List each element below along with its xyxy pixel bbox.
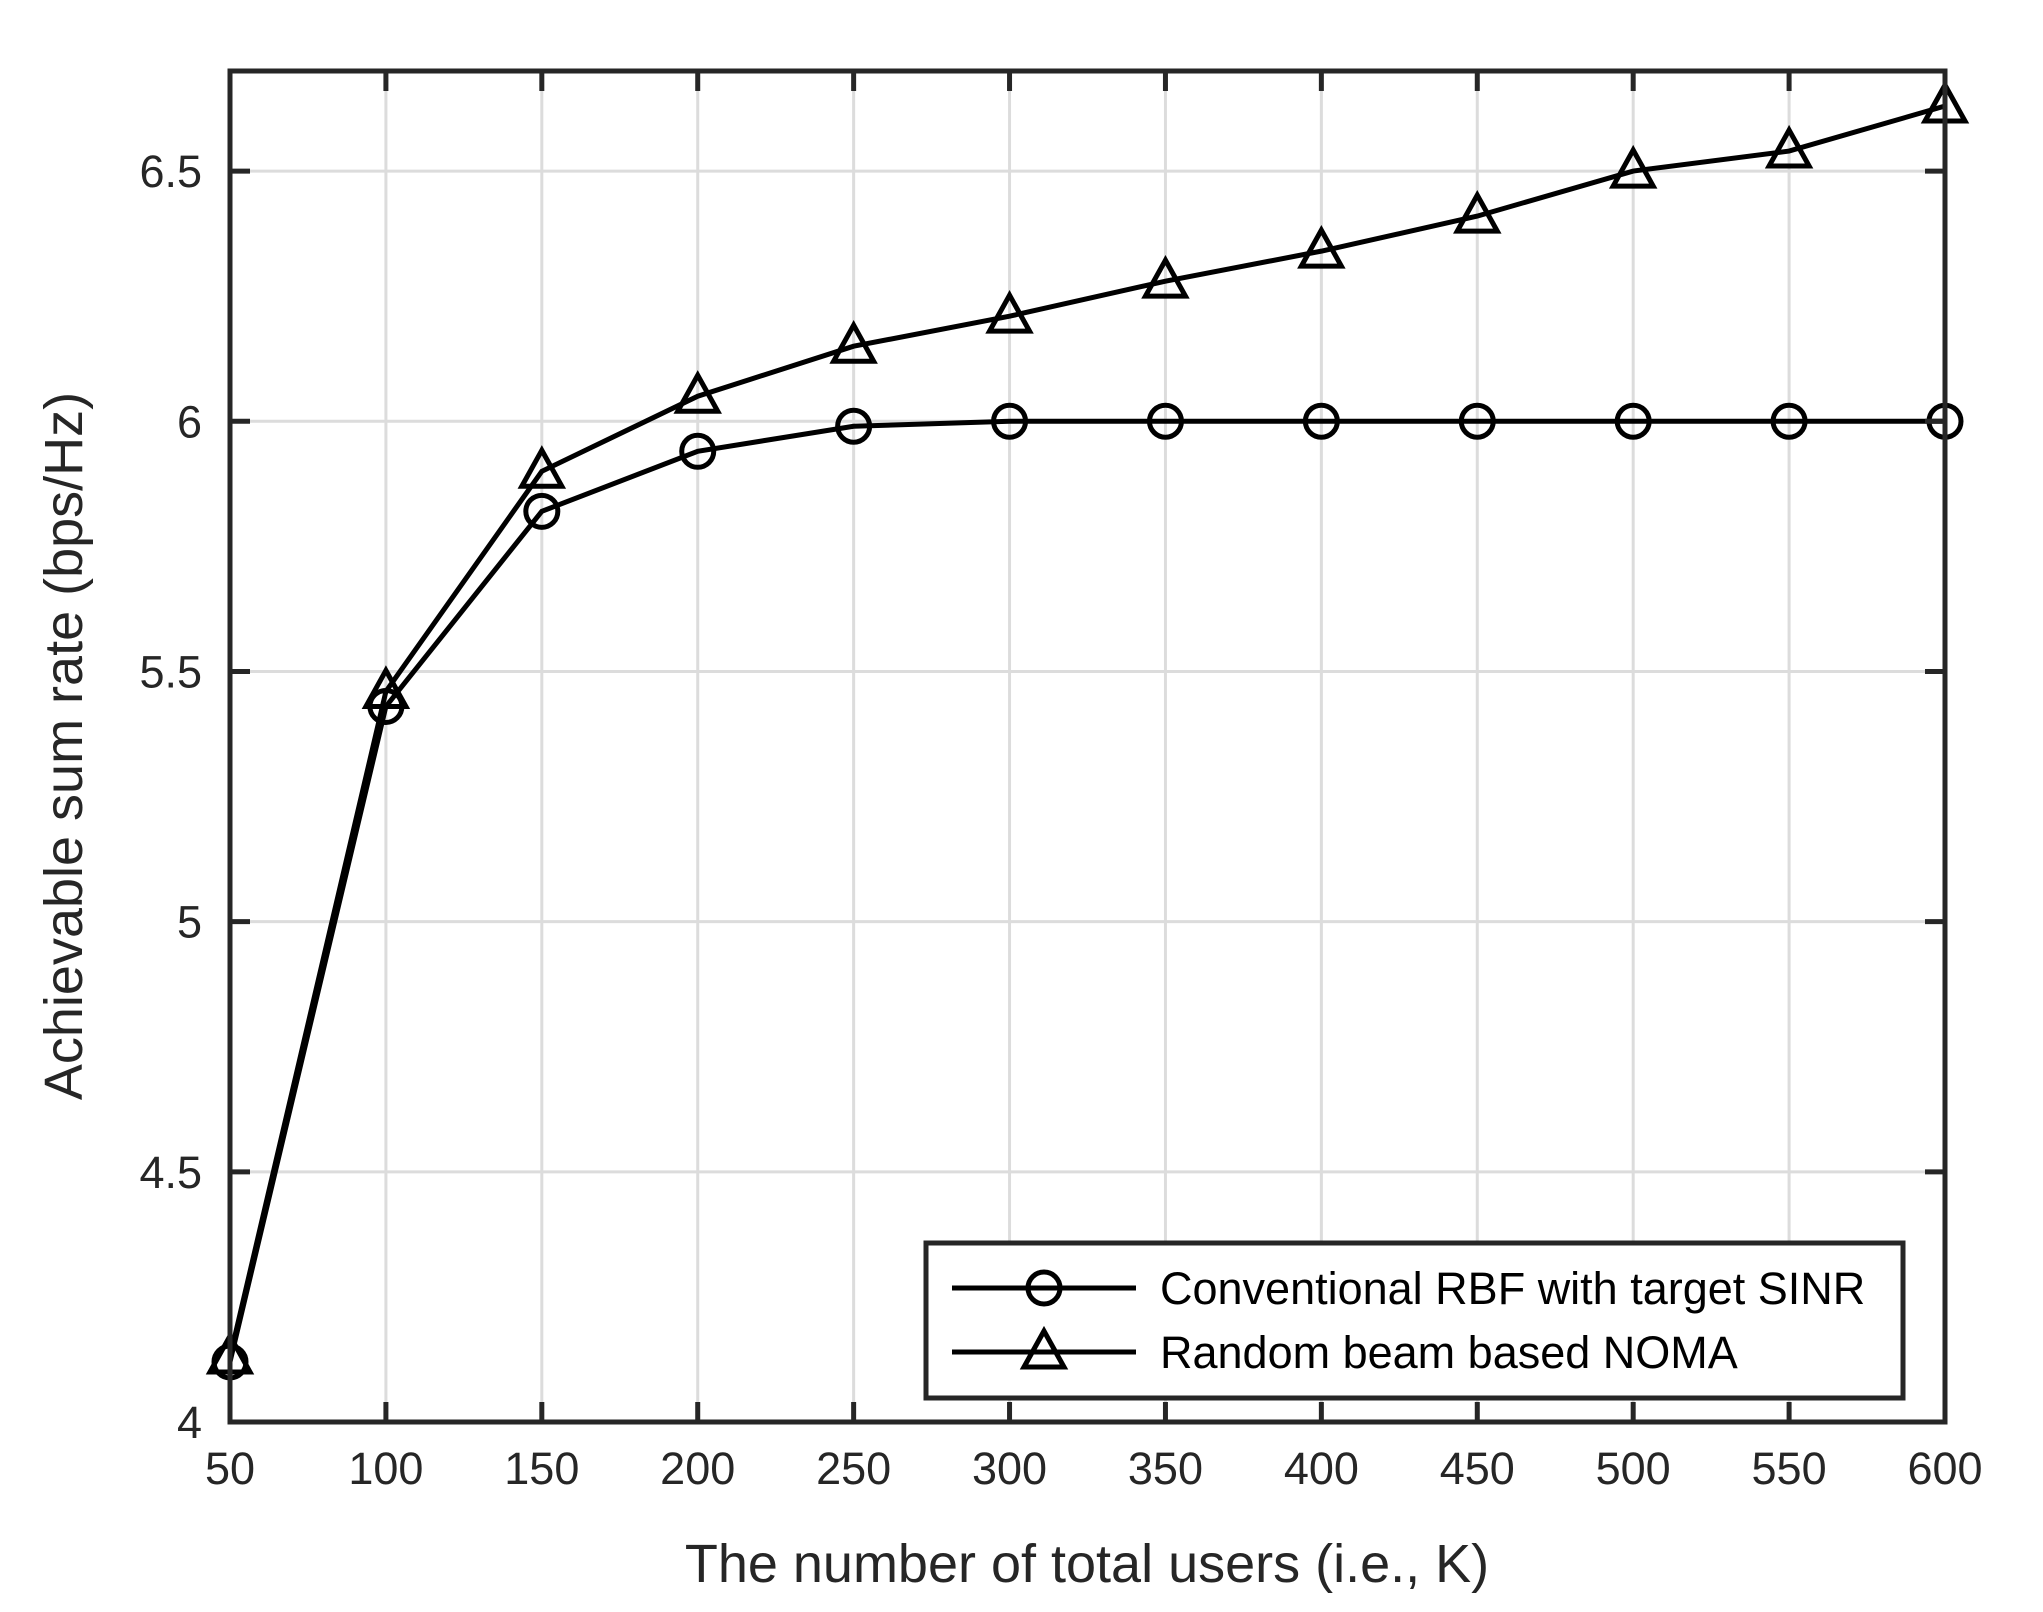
triangle-marker [361, 665, 411, 709]
y-axis-label: Achievable sum rate (bps/Hz) [34, 392, 94, 1100]
circle-marker [523, 492, 561, 530]
circle-marker [835, 407, 873, 445]
plot-border [227, 68, 1948, 1425]
circle-marker [991, 402, 1029, 440]
triangle-marker [985, 290, 1034, 334]
x-tick-label: 500 [1596, 1443, 1671, 1494]
y-tick-label: 5 [177, 897, 202, 948]
y-tick-label: 4 [177, 1397, 202, 1448]
triangle-marker [517, 445, 567, 489]
circle-marker [1025, 1269, 1063, 1307]
y-tick-label: 6.5 [139, 146, 202, 197]
circle-marker [1146, 402, 1184, 440]
legend-box [923, 1240, 1906, 1401]
circle-marker [679, 432, 717, 470]
y-tick-label: 4.5 [139, 1147, 202, 1198]
triangle-marker [1019, 1325, 1069, 1370]
x-tick-label: 600 [1907, 1443, 1982, 1494]
tick-labels: 50 100 150 200 250 300 350 400 450 500 550 600 4 4.5 5… [139, 146, 1982, 1494]
x-tick-label: 200 [660, 1443, 735, 1494]
x-tick-label: 50 [205, 1443, 255, 1494]
triangle-marker [1297, 224, 1346, 269]
triangle-marker [1608, 144, 1658, 189]
legend: Conventional RBF with target SINR Random … [923, 1240, 1906, 1401]
x-axis-label: The number of total users (i.e., K) [685, 1534, 1489, 1594]
x-tick-label: 400 [1284, 1443, 1359, 1494]
legend-entry-label: Random beam based NOMA [1160, 1327, 1738, 1378]
x-tick-label: 100 [348, 1443, 423, 1494]
triangle-marker [1141, 255, 1190, 299]
series-line [227, 418, 1945, 1363]
x-tick-label: 550 [1752, 1443, 1827, 1494]
x-tick-label: 450 [1440, 1443, 1515, 1494]
legend-entry-label: Conventional RBF with target SINR [1160, 1263, 1865, 1314]
circle-marker [1770, 402, 1808, 440]
x-tick-label: 250 [816, 1443, 891, 1494]
triangle-marker [1453, 189, 1502, 234]
axis-ticks [227, 71, 1948, 1425]
circle-marker [1614, 402, 1652, 440]
series-line [227, 103, 1946, 1358]
x-tick-label: 350 [1128, 1443, 1203, 1494]
circle-marker [1458, 402, 1496, 440]
x-tick-label: 150 [504, 1443, 579, 1494]
y-tick-label: 6 [177, 396, 202, 447]
x-tick-label: 300 [972, 1443, 1047, 1494]
grid-lines [228, 71, 1947, 1422]
circle-marker [1302, 402, 1340, 440]
triangle-marker [673, 370, 722, 414]
triangle-marker [1764, 124, 1814, 169]
data-series [205, 79, 1970, 1381]
y-tick-label: 5.5 [139, 646, 202, 697]
triangle-marker [829, 320, 878, 364]
